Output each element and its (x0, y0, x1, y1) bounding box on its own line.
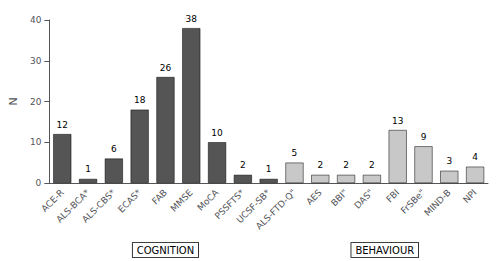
svg-text:2: 2 (317, 160, 323, 170)
svg-text:20: 20 (30, 97, 42, 107)
svg-text:ALS-FTD-Q": ALS-FTD-Q" (254, 187, 298, 231)
svg-text:DAS": DAS" (352, 187, 375, 210)
svg-text:40: 40 (30, 15, 42, 25)
svg-text:BBI": BBI" (329, 187, 350, 208)
svg-text:4: 4 (472, 152, 478, 162)
svg-text:ALS-BCA*: ALS-BCA* (54, 187, 92, 225)
svg-text:MIND-B: MIND-B (422, 187, 453, 218)
svg-text:AES: AES (304, 187, 324, 207)
svg-text:13: 13 (392, 116, 403, 126)
svg-text:ECAS*: ECAS* (116, 187, 143, 214)
svg-text:10: 10 (211, 128, 223, 138)
svg-text:18: 18 (134, 95, 146, 105)
svg-text:2: 2 (369, 160, 375, 170)
svg-text:1: 1 (85, 164, 91, 174)
svg-text:FBI: FBI (384, 187, 401, 204)
svg-text:9: 9 (421, 132, 427, 142)
svg-text:38: 38 (186, 14, 198, 24)
svg-text:2: 2 (240, 160, 246, 170)
svg-text:1: 1 (266, 164, 272, 174)
svg-text:BEHAVIOUR: BEHAVIOUR (355, 245, 414, 256)
svg-text:0: 0 (36, 178, 42, 188)
svg-text:UCSF-SB*: UCSF-SB* (234, 187, 273, 226)
svg-text:MoCA: MoCA (195, 187, 221, 213)
svg-text:MMSE: MMSE (169, 187, 195, 213)
svg-text:2: 2 (343, 160, 349, 170)
svg-text:26: 26 (160, 63, 172, 73)
svg-text:10: 10 (30, 137, 42, 147)
svg-text:ACE-R: ACE-R (39, 187, 66, 214)
svg-text:FAB: FAB (150, 187, 169, 206)
svg-text:N: N (7, 97, 20, 105)
svg-text:COGNITION: COGNITION (137, 245, 194, 256)
svg-text:6: 6 (111, 144, 117, 154)
svg-text:ALS-CBS*: ALS-CBS* (80, 187, 118, 225)
svg-text:5: 5 (292, 148, 298, 158)
svg-text:30: 30 (30, 56, 42, 66)
svg-text:PSSFTS*: PSSFTS* (212, 187, 247, 222)
svg-text:3: 3 (446, 156, 452, 166)
svg-text:NPI: NPI (461, 187, 479, 205)
svg-text:FrSBe": FrSBe" (398, 187, 427, 216)
svg-text:12: 12 (57, 120, 68, 130)
